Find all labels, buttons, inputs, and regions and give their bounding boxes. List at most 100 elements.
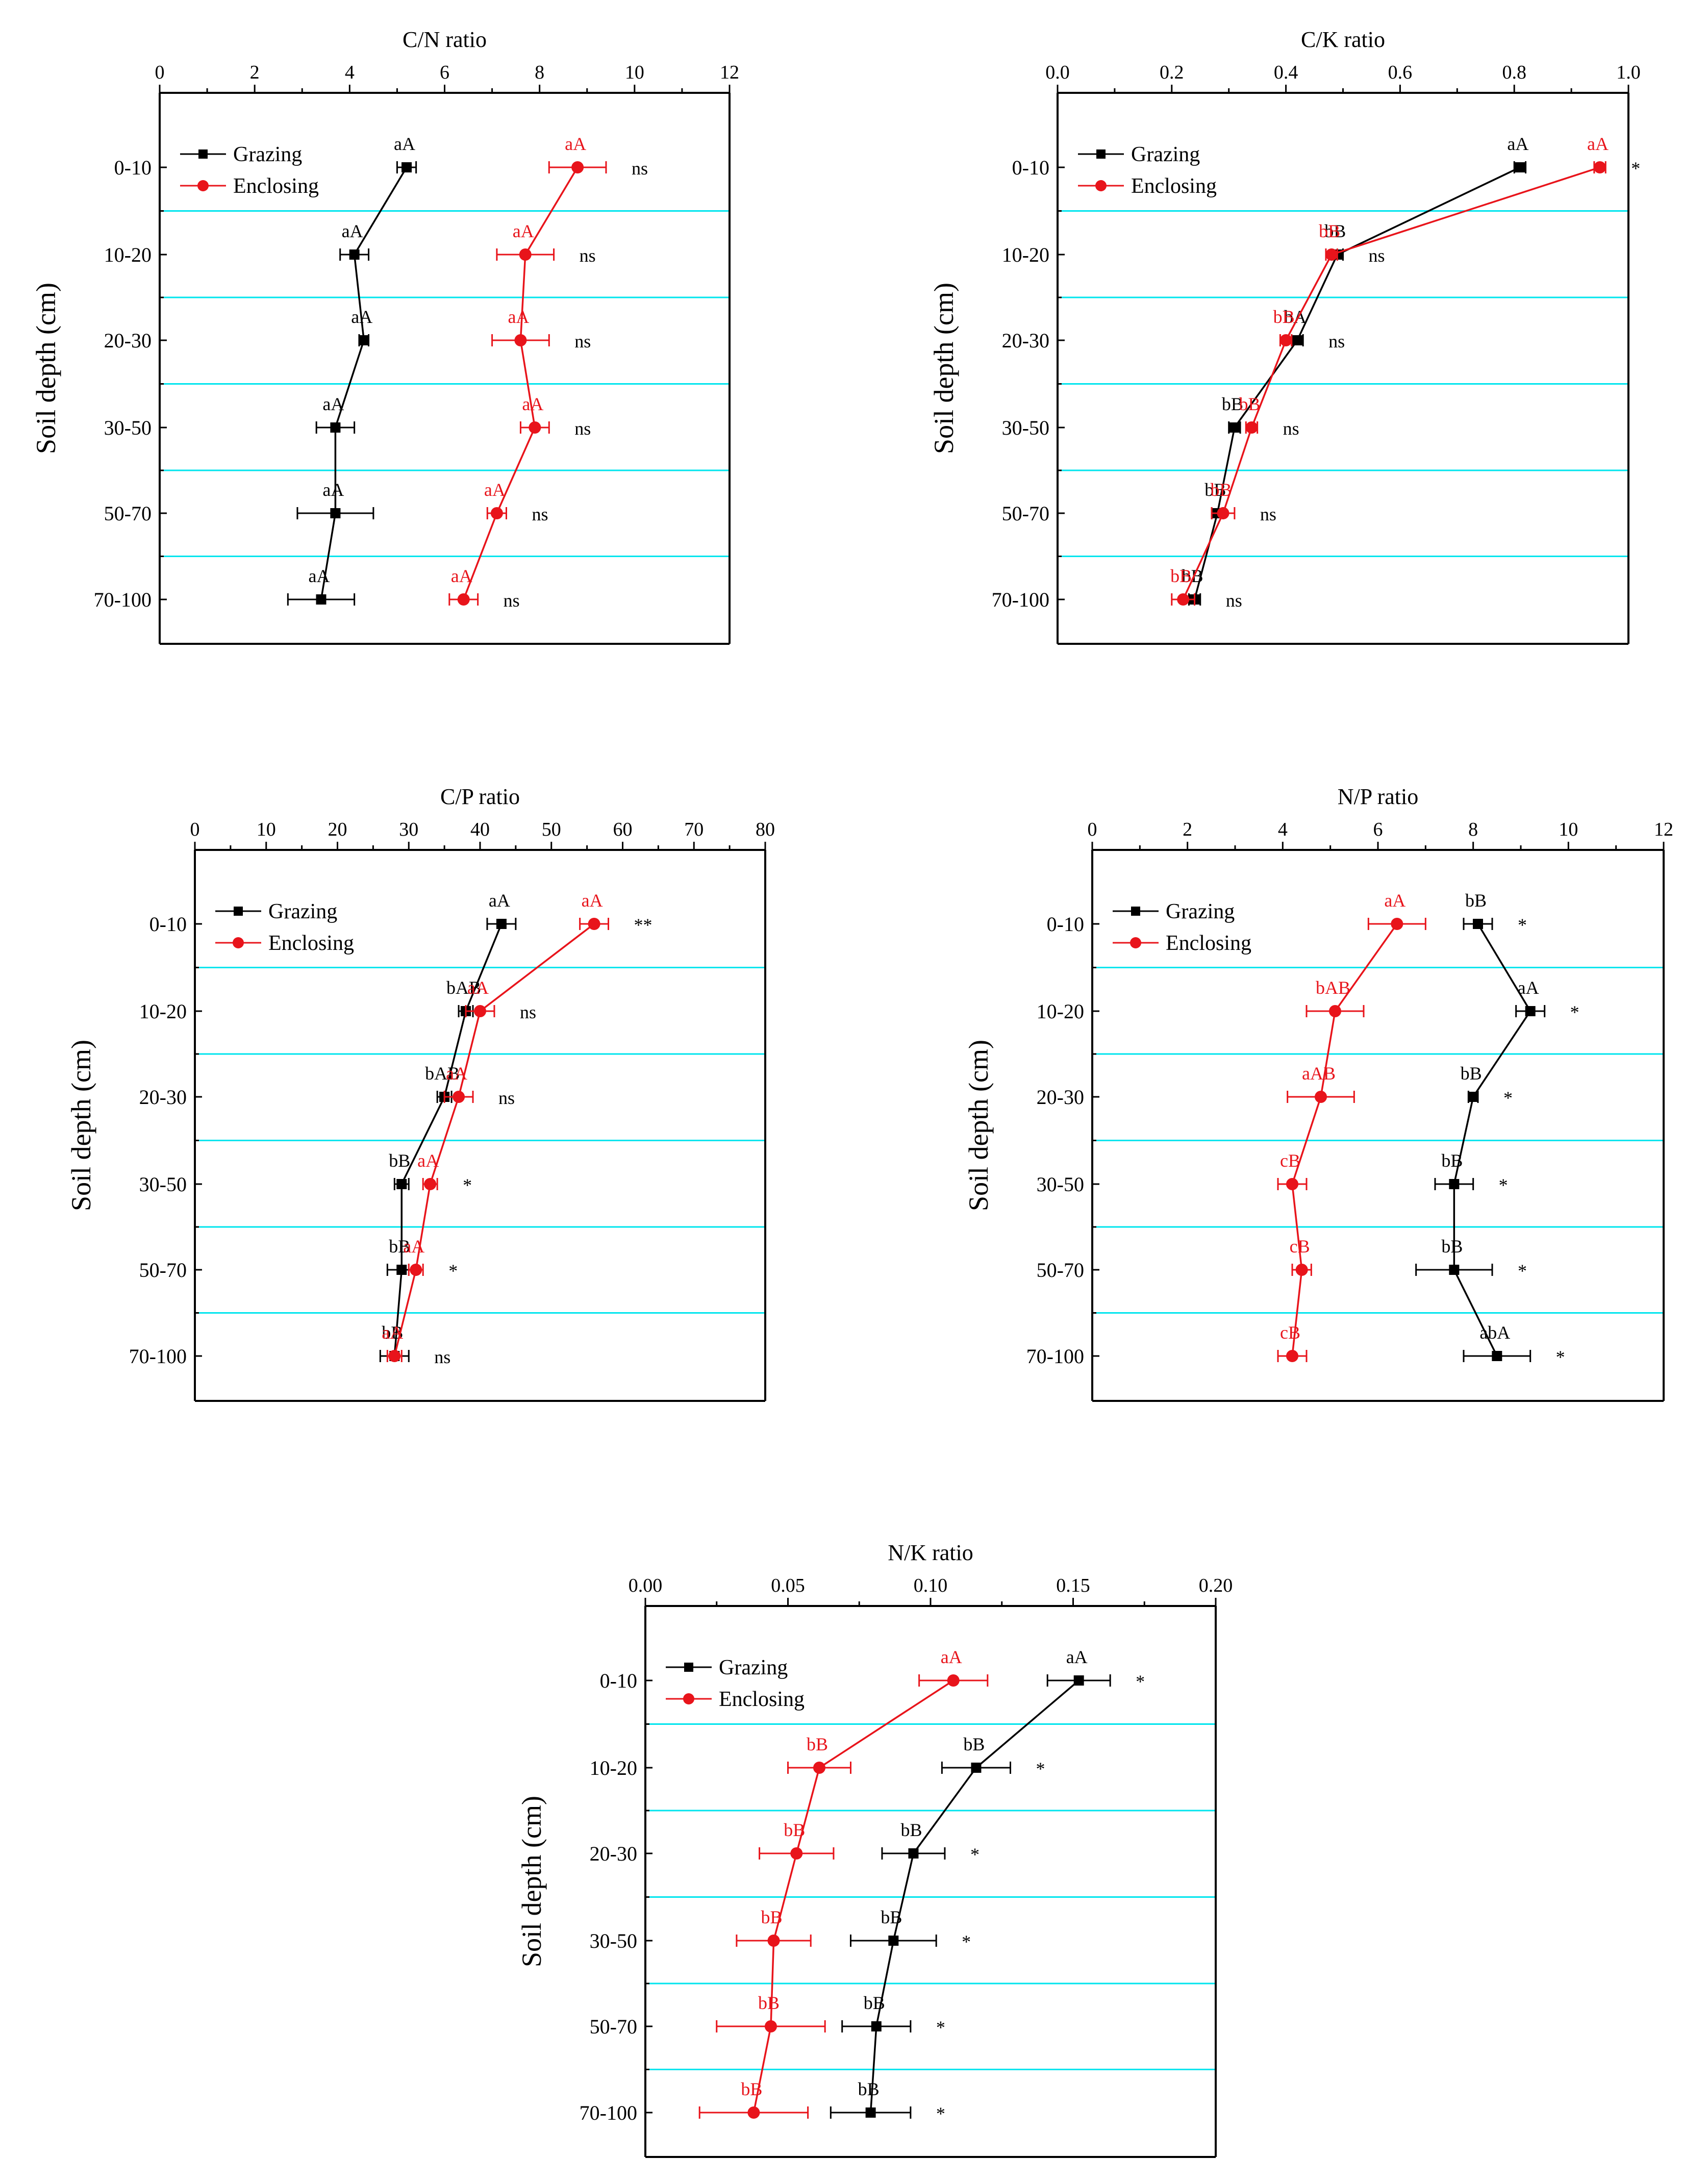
data-point-circle [1217, 507, 1229, 519]
chart-panel: 0 2 4 6 8 10 12 C/N ratio 0-10 10-20 20-30 30-50 50-… [31, 27, 739, 645]
y-tick-label: 70-100 [1026, 1345, 1084, 1368]
x-tick-label: 4 [345, 62, 355, 83]
chart-panel: 0 2 4 6 8 10 12 N/P ratio 0-10 10-20 20-30 30-50 50-… [963, 784, 1673, 1402]
point-label: cB [1280, 1322, 1300, 1343]
data-point-circle [514, 334, 527, 346]
significance-label: ns [504, 590, 520, 611]
significance-label: ns [532, 504, 548, 524]
data-point-square [330, 508, 341, 518]
data-point-circle [1286, 1350, 1298, 1362]
y-axis-title: Soil depth (cm) [516, 1796, 547, 1967]
point-label: bB [1324, 221, 1346, 241]
y-tick-label: 30-50 [104, 416, 152, 439]
data-point-circle [519, 248, 532, 261]
data-point-circle [529, 421, 541, 434]
point-label: bB [758, 1993, 780, 2013]
point-label: bB [900, 1820, 922, 1840]
point-label: aA [451, 566, 472, 586]
point-label: bAB [425, 1063, 460, 1084]
x-tick-label: 4 [1278, 819, 1288, 840]
y-tick-label: 20-30 [139, 1086, 187, 1109]
significance-label: * [1499, 1175, 1508, 1195]
point-label: cB [1280, 1150, 1300, 1171]
data-point-circle [474, 1005, 486, 1017]
point-label: aA [417, 1150, 439, 1171]
chart-title: C/P ratio [440, 784, 520, 809]
x-tick-label: 80 [756, 819, 775, 840]
significance-label: ** [634, 915, 652, 935]
point-label: aA [1518, 977, 1539, 998]
point-label: aAB [1302, 1063, 1336, 1084]
data-point-circle [571, 161, 584, 173]
significance-label: * [1556, 1347, 1565, 1367]
y-tick-label: 70-100 [129, 1345, 187, 1368]
y-axis-title: Soil depth (cm) [66, 1040, 96, 1211]
data-point-circle [764, 2020, 777, 2032]
data-point-square [1525, 1006, 1536, 1016]
legend-marker-square [234, 907, 243, 916]
x-tick-label: 8 [1468, 819, 1478, 840]
series-line [463, 167, 579, 600]
x-tick-label: 0.05 [771, 1575, 805, 1596]
y-tick-label: 20-30 [1037, 1086, 1084, 1109]
y-tick-label: 10-20 [139, 1000, 187, 1023]
data-point-circle [767, 1935, 780, 1947]
point-label: bB [389, 1150, 410, 1171]
point-label: bB [1170, 566, 1192, 586]
chart-title: C/K ratio [1301, 27, 1385, 52]
significance-label: * [936, 2103, 945, 2124]
y-tick-label: 0-10 [114, 156, 152, 179]
series-line [393, 923, 503, 1357]
x-tick-label: 8 [535, 62, 544, 83]
data-point-square [1229, 422, 1240, 433]
significance-label: ns [574, 331, 591, 352]
legend-marker-circle [1095, 180, 1107, 191]
x-tick-label: 0.2 [1160, 62, 1184, 83]
point-label: bAB [446, 977, 481, 998]
significance-label: ns [498, 1088, 515, 1108]
point-label: bB [784, 1820, 805, 1840]
legend-label: Grazing [719, 1656, 788, 1679]
y-tick-label: 50-70 [1037, 1259, 1084, 1282]
point-label: aA [308, 566, 330, 586]
chart-title: N/K ratio [888, 1540, 973, 1565]
point-label: bAB [1316, 977, 1350, 998]
y-tick-label: 70-100 [580, 2101, 637, 2124]
significance-label: ns [574, 418, 591, 439]
data-point-circle [424, 1178, 437, 1190]
point-label: bB [963, 1734, 985, 1754]
x-tick-label: 12 [720, 62, 739, 83]
x-tick-label: 0.10 [914, 1575, 948, 1596]
data-point-circle [1315, 1091, 1327, 1103]
significance-label: ns [580, 245, 596, 266]
x-tick-label: 30 [399, 819, 418, 840]
data-point-circle [1245, 421, 1258, 434]
series-line [1193, 166, 1521, 600]
significance-label: * [1518, 1261, 1527, 1281]
point-label: aA [484, 480, 506, 500]
series-line [320, 167, 408, 600]
data-point-square [1449, 1265, 1460, 1275]
data-point-circle [813, 1762, 825, 1774]
point-label: aA [1066, 1647, 1088, 1667]
y-tick-label: 20-30 [1002, 329, 1049, 352]
data-point-square [396, 1179, 407, 1189]
x-tick-label: 0.6 [1388, 62, 1413, 83]
significance-label: * [463, 1175, 472, 1195]
x-tick-label: 6 [1373, 819, 1383, 840]
x-tick-label: 0.4 [1274, 62, 1298, 83]
point-label: bB [1239, 394, 1260, 414]
legend-marker-square [198, 149, 208, 159]
y-tick-label: 70-100 [94, 588, 152, 611]
data-point-square [1292, 335, 1302, 345]
legend-marker-circle [197, 180, 209, 191]
y-tick-label: 20-30 [104, 329, 152, 352]
legend-marker-square [1131, 907, 1140, 916]
point-label: bB [741, 2079, 762, 2099]
point-label: bB [807, 1734, 828, 1754]
point-label: bB [1204, 480, 1226, 500]
legend-marker-square [684, 1663, 693, 1672]
data-point-square [888, 1936, 899, 1946]
point-label: aA [322, 394, 344, 414]
data-point-square [908, 1848, 919, 1859]
